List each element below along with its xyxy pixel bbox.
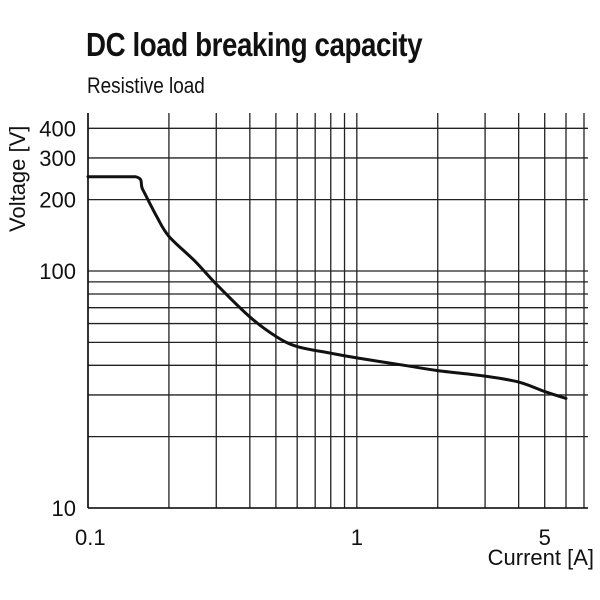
x-axis-label: Current [A] (488, 545, 594, 570)
x-tick-label: 1 (351, 525, 363, 550)
y-axis-label: Voltage [V] (5, 126, 30, 232)
y-tick-label: 400 (39, 116, 76, 141)
x-tick-label: 0.1 (75, 525, 106, 550)
y-tick-label: 10 (52, 496, 76, 521)
series-line (86, 175, 568, 400)
y-tick-label: 100 (39, 259, 76, 284)
chart-title: DC load breaking capacity (86, 26, 423, 63)
tick-labels: 10 100 200 300 400 0.1 1 5 (39, 116, 551, 550)
grid-lines (87, 113, 588, 509)
y-tick-label: 300 (39, 146, 76, 171)
x-tick-label: 5 (539, 525, 551, 550)
chart-subtitle: Resistive load (87, 73, 205, 98)
y-tick-label: 200 (39, 188, 76, 213)
